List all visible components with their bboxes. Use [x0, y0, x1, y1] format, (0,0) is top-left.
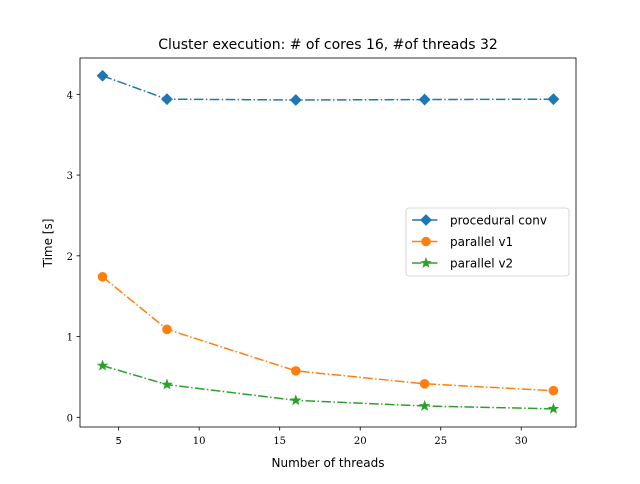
data-point-parallel-v2 [290, 394, 302, 406]
data-point-procedural-conv [547, 93, 560, 106]
data-point-procedural-conv [418, 93, 431, 106]
legend: procedural conv parallel v1 parallel v2 [405, 207, 570, 277]
data-point-parallel-v1 [97, 272, 108, 282]
data-point-parallel-v1 [548, 385, 559, 396]
legend-marker-parallel-v2 [420, 256, 432, 268]
x-tick-label: 25 [434, 436, 447, 447]
data-point-parallel-v1 [419, 379, 430, 389]
y-tick-label: 1 [67, 333, 73, 344]
data-point-procedural-conv [289, 94, 302, 106]
legend-marker-parallel-v1 [421, 236, 431, 247]
legend-marker-procedural-conv [420, 214, 432, 226]
axes-frame [79, 57, 577, 428]
x-tick-label: 5 [115, 436, 121, 447]
data-point-parallel-v2 [96, 359, 109, 371]
y-axis-ticks: 0 1 2 3 4 [67, 90, 80, 424]
data-point-procedural-conv [161, 93, 173, 106]
legend-box [405, 207, 570, 277]
plot-area [79, 57, 577, 428]
y-tick-label: 4 [67, 90, 73, 101]
data-point-parallel-v2 [161, 378, 173, 390]
data-point-parallel-v2 [547, 402, 560, 414]
legend-label-parallel-v1: parallel v1 [450, 235, 513, 249]
x-tick-label: 30 [515, 436, 528, 447]
x-tick-label: 10 [193, 436, 206, 447]
data-point-parallel-v1 [162, 324, 172, 335]
x-axis-ticks: 5 10 15 20 25 30 [115, 427, 528, 447]
y-tick-label: 0 [67, 413, 73, 424]
x-axis-label: Number of threads [272, 456, 385, 470]
y-tick-label: 3 [67, 171, 73, 182]
x-tick-label: 20 [354, 436, 367, 447]
legend-label-parallel-v2: parallel v2 [450, 257, 513, 271]
y-tick-label: 2 [67, 252, 73, 263]
y-axis-label: Time [s] [41, 219, 55, 269]
series-line-parallel-v1 [102, 276, 554, 392]
chart-title: Cluster execution: # of cores 16, #of th… [158, 37, 498, 53]
data-point-parallel-v2 [418, 399, 431, 411]
x-tick-label: 15 [273, 436, 286, 447]
legend-label-procedural-conv: procedural conv [450, 214, 547, 228]
data-point-parallel-v1 [290, 366, 301, 376]
data-point-procedural-conv [96, 69, 109, 82]
